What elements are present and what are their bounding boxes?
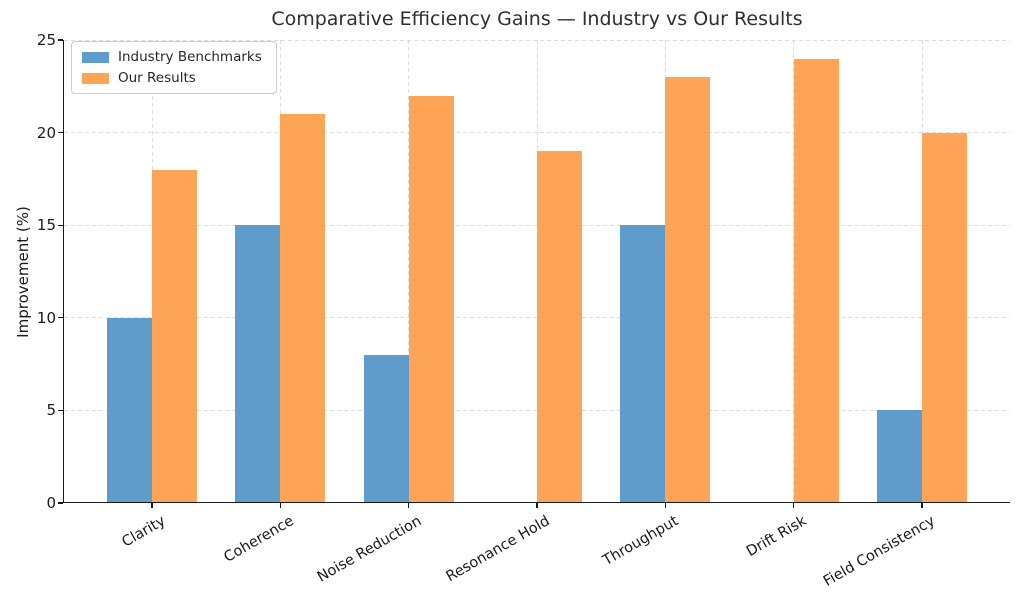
y-tick-mark [58,502,63,504]
x-tick-mark [536,503,538,508]
x-tick-label: Clarity [119,513,168,551]
bar-our-results-field-consistency [922,132,967,503]
x-tick-label: Field Consistency [821,513,938,590]
bar-industry-benchmarks-throughput [620,225,666,503]
legend-item-industry-benchmarks: Industry Benchmarks [82,49,262,65]
x-axis-spine [63,502,1010,504]
y-tick-mark [58,131,63,134]
bar-our-results-throughput [665,77,711,503]
bar-industry-benchmarks-noise-reduction [363,354,409,503]
bar-industry-benchmarks-field-consistency [877,410,922,503]
y-tick-mark [58,39,63,41]
x-tick-label: Resonance Hold [444,513,553,586]
y-tick-label: 15 [36,216,56,235]
y-tick-label: 5 [46,401,56,420]
x-tick-mark [407,503,410,508]
y-tick-label: 20 [36,123,56,142]
x-tick-mark [151,503,153,508]
x-tick-mark [792,503,795,508]
legend-swatch-industry-benchmarks [82,51,109,63]
y-tick-label: 0 [46,494,56,512]
bar-our-results-resonance-hold [537,151,582,503]
y-tick-label: 25 [36,31,56,49]
x-tick-label: Coherence [220,513,297,566]
legend-label-our-results: Our Results [118,70,196,86]
x-tick-mark [921,503,923,508]
y-tick-mark [58,224,63,226]
bar-our-results-drift-risk [793,58,839,503]
plot-area: 0 5 10 15 20 25 Clarity Coherence Noise Reductio… [37,31,1010,590]
bar-our-results-coherence [280,114,326,503]
legend-item-our-results: Our Results [82,70,262,86]
y-axis-spine [63,40,65,503]
x-tick-label: Noise Reduction [315,513,425,586]
y-tick-mark [58,409,63,412]
x-tick-label: Throughput [600,513,682,570]
x-tick-label: Drift Risk [744,513,810,561]
bar-industry-benchmarks-clarity [107,317,152,503]
x-tick-mark [664,503,667,508]
chart-title: Comparative Efficiency Gains — Industry … [271,8,803,30]
bar-our-results-noise-reduction [408,95,454,503]
y-tick-label: 10 [36,308,56,327]
legend-swatch-our-results [82,72,109,84]
legend: Industry Benchmarks Our Results [71,41,277,94]
bar-industry-benchmarks-coherence [235,225,281,503]
legend-label-industry-benchmarks: Industry Benchmarks [118,49,262,65]
x-tick-mark [279,503,282,508]
bar-our-results-clarity [152,169,197,503]
y-tick-mark [58,317,63,319]
